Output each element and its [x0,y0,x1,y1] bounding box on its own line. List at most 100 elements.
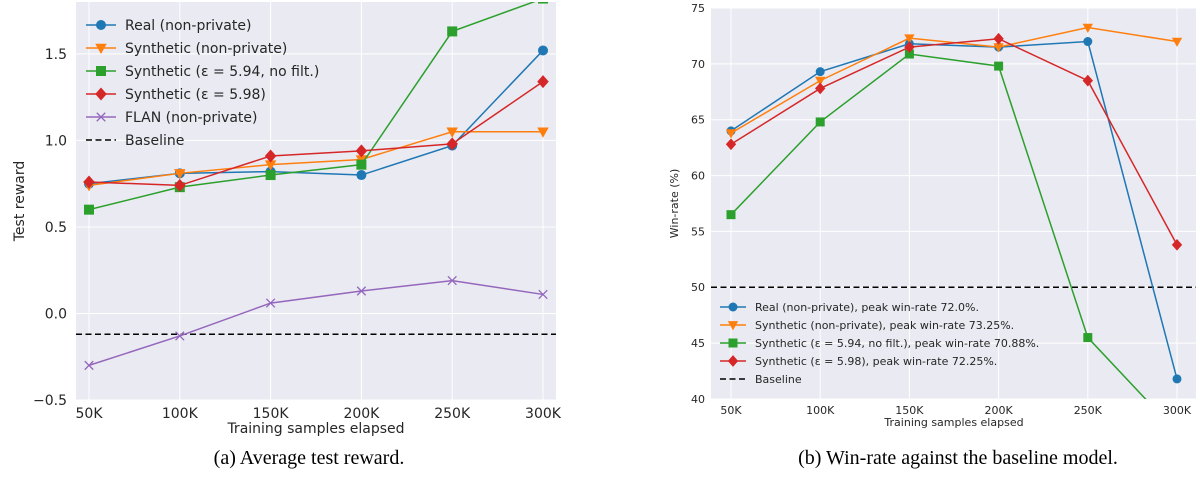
legend-entry: Real (non-private), peak win-rate 72.0%. [720,301,979,314]
data-point [994,61,1004,71]
data-point [1082,74,1093,87]
legend-label: FLAN (non-private) [125,110,257,126]
series-4 [725,32,1183,251]
legend-label: Real (non-private) [125,18,251,34]
legend-label: Synthetic (ε = 5.98) [125,87,266,103]
chart-win-rate: 40 45 50 55 60 65 70 75 50K 100K 150K 200K 250K 300K T… [668,2,1196,437]
legend-marker [728,338,738,348]
data-point [446,137,458,151]
data-point [1173,428,1182,437]
data-point [84,204,94,215]
legend-marker [95,43,107,54]
data-point [175,331,185,341]
y-tick-label: 50 [691,281,705,294]
data-point [815,76,826,87]
series-line [88,279,544,367]
y-tick-label: 75 [691,2,705,15]
y-tick-label: 0.5 [45,220,67,236]
x-tick-label: 200K [343,406,380,422]
legend-entry: Real (non-private) [86,18,251,34]
legend-marker [96,66,106,76]
data-point [264,160,277,171]
legend-marker [96,20,106,30]
data-point [815,82,826,95]
legend-marker [727,355,739,367]
data-point [904,34,915,44]
y-tick-label: 45 [691,337,705,350]
data-point [725,138,737,151]
legend-label: Baseline [125,133,184,149]
series-5 [84,275,548,371]
x-tick-label: 300K [525,406,562,422]
legend-entry: Synthetic (ε = 5.94, no filt.) [86,64,319,80]
y-axis-label: Win-rate (%) [668,169,681,239]
series-line [88,2,536,211]
caption-b: (b) Win-rate against the baseline model. [798,447,1118,469]
x-tick-label: 250K [434,406,471,422]
legend-label: Synthetic (ε = 5.94, no filt.), peak win… [755,337,1039,350]
x-tick-label: 250K [1074,404,1103,417]
legend-marker [96,112,106,122]
legend-entry: Synthetic (non-private), peak win-rate 7… [720,319,1014,332]
y-tick-label: 65 [691,114,705,127]
data-point [726,210,736,220]
y-tick-label: 60 [691,170,705,183]
legend-label: Synthetic (ε = 5.94, no filt.) [125,64,319,80]
series-3 [726,49,1182,437]
data-point [904,41,915,53]
legend-label: Real (non-private), peak win-rate 72.0%. [755,301,979,314]
legend-entry: Synthetic (ε = 5.98) [86,87,266,103]
data-point [1083,333,1093,343]
data-point [1171,37,1183,47]
legend-entry: Synthetic (ε = 5.94, no filt.), peak win… [720,337,1039,350]
y-axis-label: Test reward [12,161,28,243]
series-line [88,131,543,187]
data-point [356,159,367,170]
x-tick-label: 50K [720,404,742,417]
x-tick-label: 100K [162,406,199,422]
y-tick-label: 70 [691,58,705,71]
data-point [993,43,1004,53]
data-point [264,149,277,163]
data-point [1083,37,1093,47]
series-line [730,40,1178,380]
plot-area [711,8,1196,399]
data-point [83,175,95,189]
x-tick-label: 150K [253,406,290,422]
data-point [265,298,276,308]
y-tick-label: 1.0 [45,133,67,149]
series-line [88,80,544,187]
data-point [446,127,458,138]
legend-entry: Baseline [720,373,802,386]
legend-entry: FLAN (non-private) [86,110,257,126]
legend-marker [727,321,739,331]
legend-label: Baseline [755,373,802,386]
data-point [1082,23,1093,33]
data-point [725,129,737,139]
x-axis-label: Training samples elapsed [883,416,1023,429]
data-point [1172,374,1182,384]
legend-label: Synthetic (non-private) [125,41,287,57]
data-point [174,169,186,180]
data-point [537,127,549,138]
legend-label: Synthetic (non-private), peak win-rate 7… [755,319,1014,332]
legend-label: Synthetic (ε = 5.98), peak win-rate 72.2… [755,355,997,368]
data-point [815,117,825,127]
x-tick-label: 100K [806,404,835,417]
y-tick-label: 1.5 [45,47,67,63]
plot-area [76,2,556,400]
legend-marker [95,87,107,101]
chart-average-test-reward: −0.5 0.0 0.5 1.0 1.5 50K 100K 150K 200K 250K 300K T… [12,2,562,437]
legend-entry: Synthetic (non-private) [86,41,287,57]
data-point [265,170,276,181]
x-tick-label: 50K [76,406,104,422]
data-point [447,26,458,37]
data-point [174,178,186,192]
series-line [730,53,1147,399]
data-point [356,170,367,181]
x-tick-label: 300K [1163,404,1192,417]
plot-data [711,23,1196,437]
caption-a: (a) Average test reward. [213,447,405,469]
data-point [538,2,548,4]
series-line [730,37,1178,246]
